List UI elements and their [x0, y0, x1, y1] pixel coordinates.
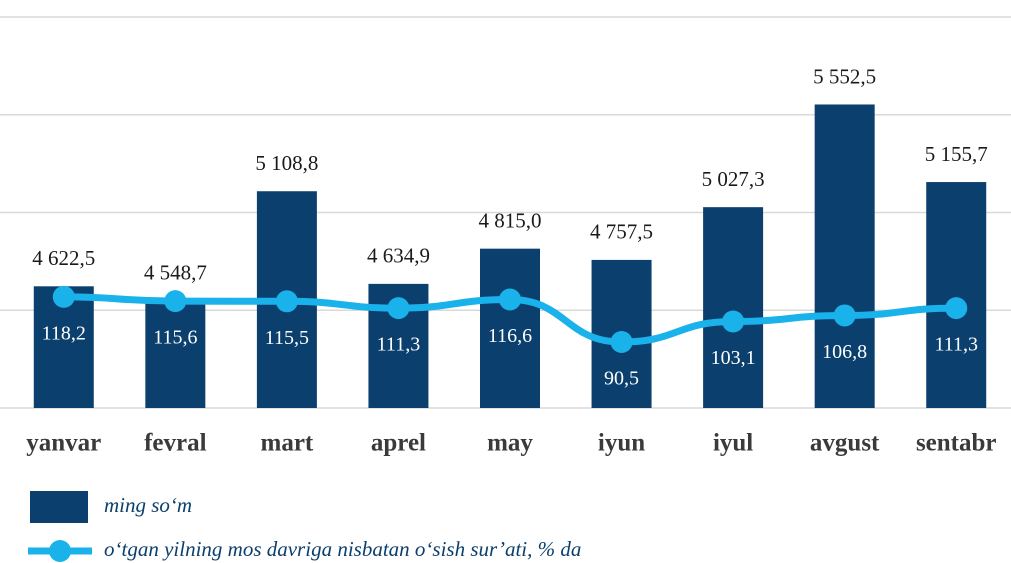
bar-value-label: 4 548,7	[144, 261, 207, 285]
bar	[145, 300, 206, 408]
bar	[814, 104, 875, 408]
line-marker	[275, 290, 298, 313]
x-tick-label: avgust	[810, 430, 880, 457]
line-value-label: 103,1	[711, 347, 756, 369]
line-value-label: 116,6	[488, 325, 532, 347]
bar-value-label: 4 815,0	[479, 208, 542, 232]
bar	[480, 248, 540, 408]
bar-value-label: 5 155,7	[925, 142, 988, 166]
x-tick-label: iyul	[713, 430, 753, 457]
x-tick-label: iyun	[598, 430, 645, 457]
line-value-label: 115,6	[153, 327, 197, 349]
bar	[926, 182, 987, 408]
x-tick-label: aprel	[371, 430, 426, 457]
bar-value-label: 4 622,5	[32, 246, 95, 270]
line-marker	[833, 304, 856, 327]
line-value-label: 90,5	[604, 368, 639, 390]
line-marker	[610, 331, 633, 354]
line-marker	[722, 310, 745, 333]
bar-value-label: 4 757,5	[590, 220, 653, 244]
legend-label: o‘tgan yilning mos davriga nisbatan o‘si…	[104, 537, 581, 561]
line-marker	[387, 297, 410, 320]
line-marker	[52, 285, 75, 308]
bar-value-label: 5 027,3	[702, 167, 765, 191]
x-tick-label: fevral	[144, 430, 207, 457]
line-marker	[499, 288, 521, 311]
legend-swatch	[30, 491, 88, 523]
x-tick-label: may	[487, 430, 533, 457]
x-tick-label: sentabr	[916, 430, 997, 457]
line-marker	[945, 297, 968, 320]
bar-value-label: 5 108,8	[255, 151, 318, 175]
line-value-label: 106,8	[822, 341, 867, 363]
legend-label: ming so‘m	[104, 493, 192, 517]
bar-value-label: 5 552,5	[813, 64, 876, 88]
line-value-label: 115,5	[265, 327, 309, 349]
x-tick-label: yanvar	[26, 430, 101, 457]
bar	[703, 207, 764, 408]
x-tick-label: mart	[261, 430, 314, 457]
bar-value-label: 4 634,9	[367, 244, 430, 268]
line-value-label: 111,3	[377, 334, 421, 356]
line-marker	[164, 290, 187, 313]
line-value-label: 118,2	[42, 322, 86, 344]
line-value-label: 111,3	[934, 334, 978, 356]
legend-swatch	[49, 540, 71, 562]
